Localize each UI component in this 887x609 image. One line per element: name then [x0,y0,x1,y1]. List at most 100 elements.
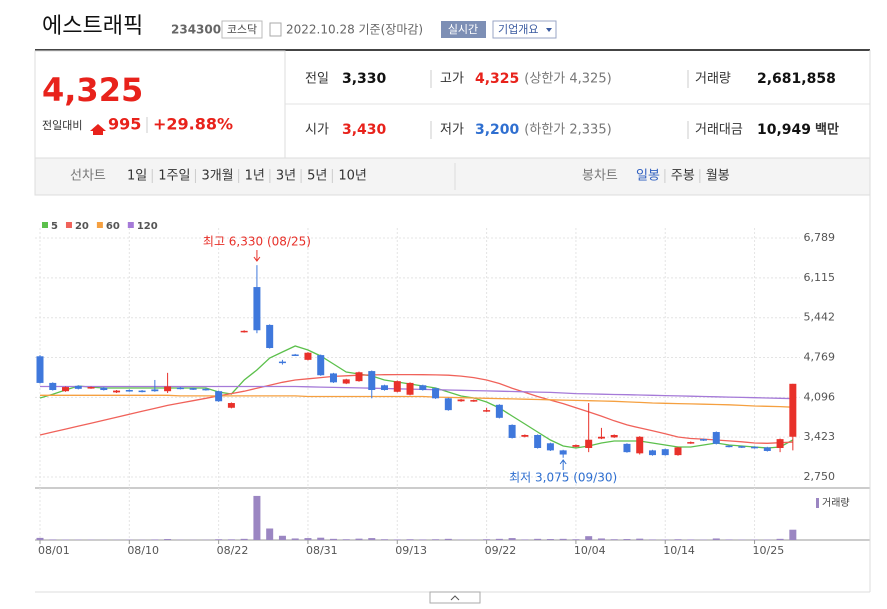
summary-value: 10,949 [757,122,811,138]
date-text: 2022.10.28 기준(장마감) [286,23,423,37]
volume-bar [776,538,784,540]
realtime-text[interactable]: 실시간 [448,23,478,36]
volume-bar [636,538,644,540]
candle-body [585,439,593,449]
period-tab[interactable]: 5년 [307,169,327,184]
candle-body [495,404,503,418]
volume-bar [419,539,427,540]
line-chart-label[interactable]: 선차트 [70,169,106,184]
candle-body [342,379,350,384]
company-info-text[interactable]: 기업개요 [498,23,538,36]
candle-period-tab[interactable]: 주봉 [671,169,695,184]
candle-chart-label[interactable]: 봉차트 [582,169,618,184]
volume-bar [266,528,274,540]
summary-value: 3,200 [475,122,520,138]
candle-body [419,385,427,391]
volume-bar [240,538,248,540]
chart: 2,750 3,423 4,096 4,769 5,442 6,115 6,789 08/01… [35,221,870,557]
collapse-button[interactable] [429,591,481,604]
volume-bar [495,538,503,540]
candle-body [700,439,708,441]
dropdown-arrow [546,28,552,32]
legend-label: 5 [51,221,58,232]
market-badge [221,20,263,39]
volume-bar [585,536,593,540]
candle-body [278,361,286,364]
period-tab[interactable]: 1년 [245,169,265,184]
x-tick-label: 10/25 [753,544,785,557]
candle-body [572,445,580,447]
y-tick-label: 3,423 [804,430,836,443]
period-tab[interactable]: 1일 [127,169,147,184]
x-tick-label: 09/22 [485,544,517,557]
high-arrow [253,250,261,262]
period-tab[interactable]: 3개월 [201,169,233,184]
volume-bar [151,539,159,540]
volume-bar [329,538,337,540]
candle-body [763,447,771,451]
summary-label: 전일 [305,72,329,87]
volume-bar [49,539,57,540]
calendar-icon [269,22,282,37]
candle-body [215,391,223,402]
summary-label: 저가 [440,123,464,138]
up-arrow [90,124,106,135]
candle-body [164,386,172,392]
summary-table: 전일 3,330 고가 4,325 (상한가 4,325) 거래량 2,681,858 시가 3… [305,71,839,138]
volume-bar [687,539,695,540]
candle-body [74,385,82,389]
candle-body [597,436,605,439]
candle-body [712,432,720,444]
candle-body [100,387,108,391]
volume-bar [521,539,529,540]
candle-period-tab[interactable]: 일봉 [636,169,660,184]
candle-body [738,446,746,448]
volume-bar [36,537,44,540]
candle-period-tab[interactable]: 월봉 [706,169,730,184]
period-tab[interactable]: 10년 [338,169,367,184]
candle-body [381,385,389,391]
market-text: 코스닥 [227,23,257,36]
volume-bar [317,537,325,540]
volume-bar [278,535,286,540]
candle-body [87,387,95,389]
candle-body [291,354,299,357]
candle-body [329,373,337,383]
volume-bar [381,539,389,540]
candle-body [470,400,478,402]
x-tick-label: 08/10 [127,544,159,557]
period-tab[interactable]: 1주일 [158,169,190,184]
candle-body [240,330,248,333]
candle-body [125,390,133,392]
candle-body [483,410,491,412]
x-tick-label: 10/14 [663,544,695,557]
tab-items: 1일 1주일 3개월 1년 3년 5년 10년 일봉 주봉 월봉 [127,169,730,184]
realtime-button[interactable] [441,21,486,38]
candle-body [36,356,44,383]
candle-body [648,450,656,456]
candle-body [393,381,401,392]
company-info-button[interactable] [492,20,557,39]
x-tick-label: 08/31 [306,544,338,557]
candle-body [661,449,669,456]
volume-bar [355,538,363,540]
candle-body [62,387,70,392]
summary-extra: (하한가 2,335) [524,123,611,138]
volume-bar [444,538,452,540]
legend-label: 120 [137,221,158,232]
candle-body [202,388,210,391]
moving-average-line [40,394,793,408]
y-tick-label: 4,769 [804,351,836,364]
candle-body [49,382,57,391]
volume-bar [432,539,440,540]
candle-body [304,352,312,360]
x-tick-label: 09/13 [395,544,427,557]
y-tick-label: 4,096 [804,390,836,403]
y-tick-label: 2,750 [804,470,836,483]
candle-body [266,324,274,349]
x-tick-label: 08/01 [38,544,70,557]
candle-body [508,424,516,438]
period-tab[interactable]: 3년 [276,169,296,184]
legend-swatch [127,222,134,228]
